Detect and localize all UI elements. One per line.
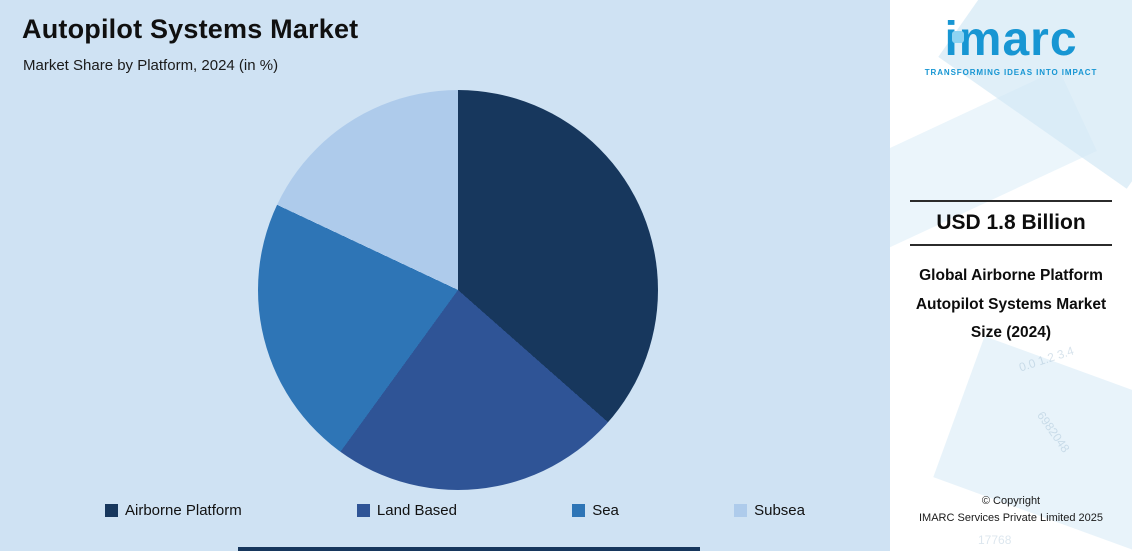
stat-block: USD 1.8 Billion Global Airborne Platform… [906, 200, 1116, 348]
legend-swatch [105, 504, 118, 517]
bottom-accent-bar [238, 547, 700, 551]
chart-panel: Autopilot Systems Market Market Share by… [0, 0, 890, 551]
legend-swatch [734, 504, 748, 517]
legend-label: Airborne Platform [125, 502, 242, 519]
legend-swatch [572, 504, 586, 517]
legend-label: Land Based [376, 502, 457, 519]
imarc-logo: imarc TRANSFORMING IDEAS INTO IMPACT [890, 10, 1132, 77]
chart-subtitle: Market Share by Platform, 2024 (in %) [23, 57, 279, 74]
page-title: Autopilot Systems Market [22, 14, 359, 44]
pie-chart [258, 90, 658, 490]
stat-label: Global Airborne Platform Autopilot Syste… [915, 267, 1107, 342]
imarc-logo-dot-icon [952, 31, 964, 43]
imarc-logo-tagline: TRANSFORMING IDEAS INTO IMPACT [924, 68, 1098, 77]
copyright-line1: © Copyright [981, 495, 1041, 507]
legend-item-subsea: Subsea [734, 502, 805, 519]
legend-swatch [356, 504, 370, 517]
stat-value: USD 1.8 Billion [936, 211, 1086, 234]
legend-label: Subsea [754, 502, 805, 519]
legend-label: Sea [592, 502, 619, 519]
side-panel: 6982048 17768 0.0 1.2 3.4 imarc TRANSFOR… [890, 0, 1132, 551]
stat-divider-bottom [910, 244, 1112, 246]
imarc-logo-text: imarc [944, 13, 1078, 66]
legend: Airborne Platform Land Based Sea Subsea [105, 502, 805, 519]
legend-item-airborne-platform: Airborne Platform [105, 502, 242, 519]
watermark-number: 17768 [978, 533, 1012, 547]
legend-item-sea: Sea [572, 502, 619, 519]
copyright: © Copyright IMARC Services Private Limit… [890, 493, 1132, 526]
legend-item-land-based: Land Based [356, 502, 457, 519]
stat-divider-top [910, 200, 1112, 202]
copyright-line2: IMARC Services Private Limited 2025 [918, 511, 1103, 524]
